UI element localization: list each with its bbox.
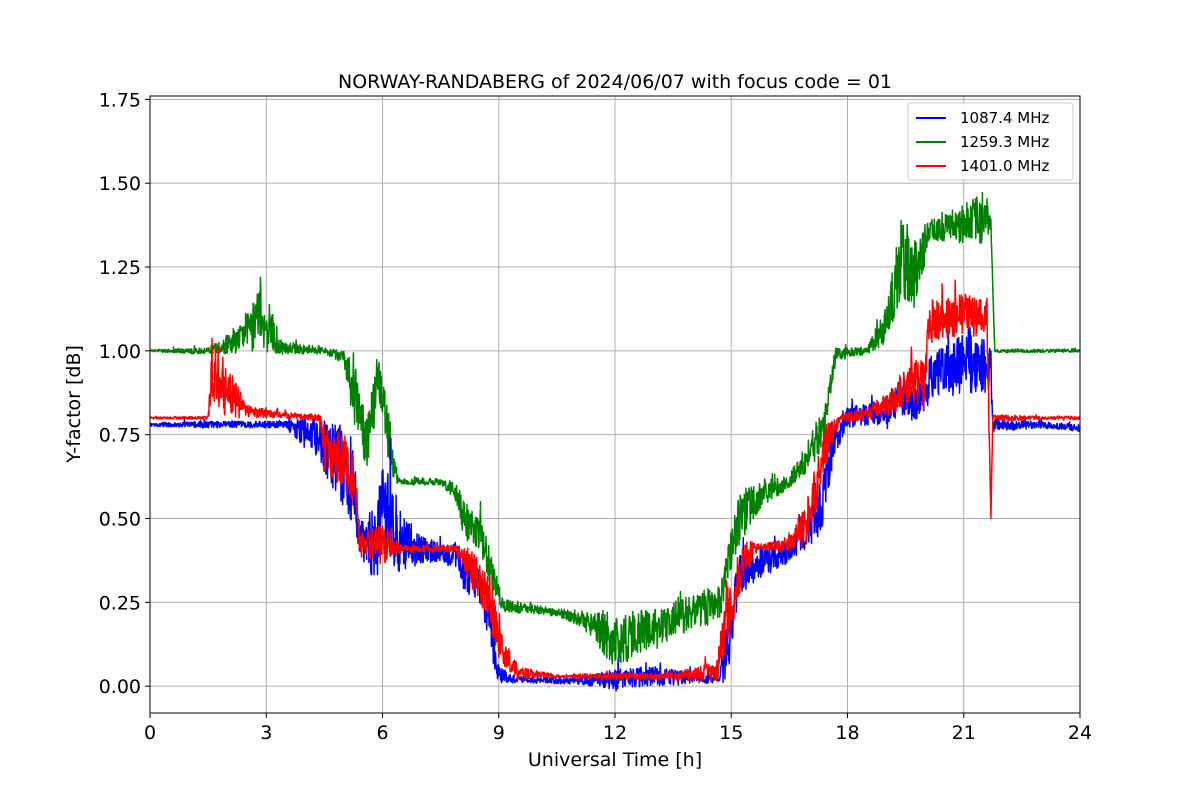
grid: [149, 96, 1081, 713]
y-tick-label: 1.25: [99, 257, 141, 279]
x-tick-label: 15: [719, 722, 743, 744]
series-line-1401-0-mhz: [149, 279, 1081, 683]
series-line-1259-3-mhz: [149, 191, 1081, 665]
series-layer: [149, 191, 1081, 692]
y-tick-label: 0.75: [99, 425, 141, 447]
y-tick-label: 0.00: [99, 676, 141, 698]
legend-label: 1401.0 MHz: [960, 157, 1049, 175]
y-tick-label: 0.25: [99, 592, 141, 614]
legend-label: 1087.4 MHz: [960, 109, 1049, 127]
legend-label: 1259.3 MHz: [960, 133, 1049, 151]
x-axis-label: Universal Time [h]: [528, 749, 702, 771]
legend-box: [907, 102, 1074, 181]
x-tick-label: 24: [1068, 722, 1092, 744]
x-tick-label: 9: [493, 722, 505, 744]
ticks: 0 3 6 9 12 15 18 21 24 0.00 0.25 0.50 0.75 1.00 1.25 1.…: [99, 89, 1092, 744]
x-tick-label: 21: [952, 722, 976, 744]
x-tick-label: 6: [376, 722, 388, 744]
x-tick-label: 12: [603, 722, 627, 744]
chart-title: NORWAY-RANDABERG of 2024/06/07 with focu…: [338, 71, 892, 93]
legend: 1087.4 MHz 1259.3 MHz 1401.0 MHz: [907, 102, 1074, 181]
y-tick-label: 0.50: [99, 509, 141, 531]
x-tick-label: 0: [144, 722, 156, 744]
x-tick-label: 18: [835, 722, 859, 744]
y-tick-label: 1.00: [99, 341, 141, 363]
y-axis-label: Y-factor [dB]: [63, 345, 85, 464]
x-tick-label: 3: [260, 722, 272, 744]
y-tick-label: 1.50: [99, 173, 141, 195]
y-tick-label: 1.75: [99, 89, 141, 111]
